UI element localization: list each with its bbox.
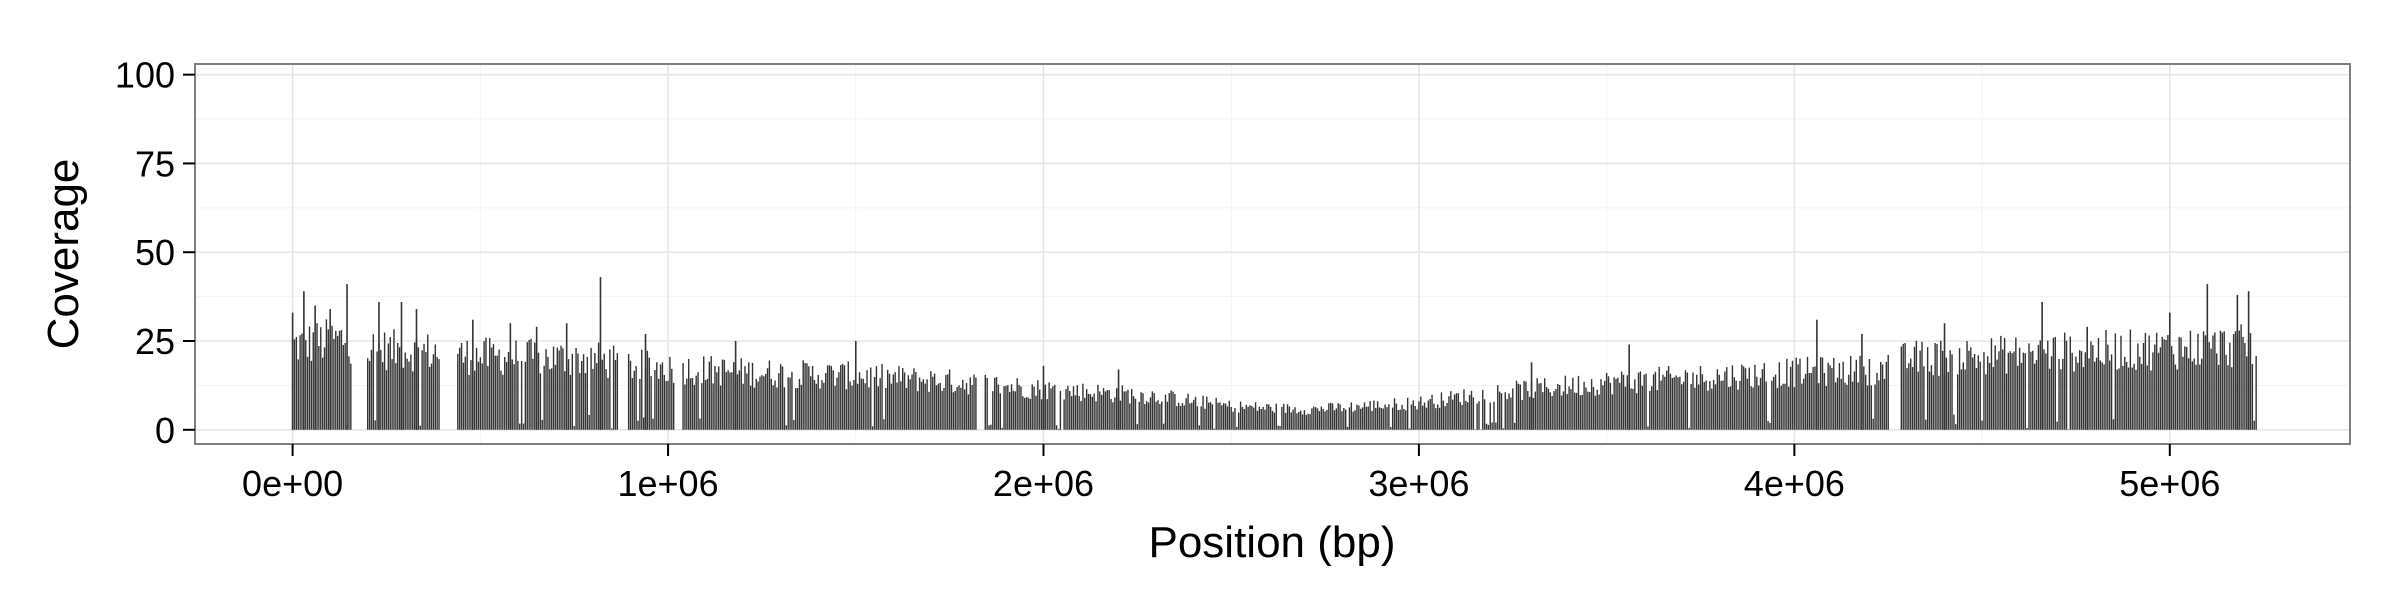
axes: 0 25 50 75 100 0e+00 1e+06 2e+06 3e+06 4e+06 5e+06 <box>115 55 2220 504</box>
y-tick-label: 0 <box>155 410 175 451</box>
y-tick-label: 50 <box>135 232 175 273</box>
x-tick-label: 4e+06 <box>1744 463 1845 504</box>
y-tick-label: 25 <box>135 321 175 362</box>
x-tick-label: 5e+06 <box>2119 463 2220 504</box>
coverage-bars <box>291 277 2257 430</box>
y-tick-label: 75 <box>135 143 175 184</box>
y-tick-label: 100 <box>115 55 175 96</box>
x-tick-label: 2e+06 <box>993 463 1094 504</box>
x-axis-title: Position (bp) <box>1148 518 1395 567</box>
x-tick-label: 1e+06 <box>617 463 718 504</box>
x-tick-label: 3e+06 <box>1368 463 1469 504</box>
x-tick-label: 0e+00 <box>242 463 343 504</box>
y-axis-title: Coverage <box>39 159 88 350</box>
panel-border <box>194 63 2351 445</box>
